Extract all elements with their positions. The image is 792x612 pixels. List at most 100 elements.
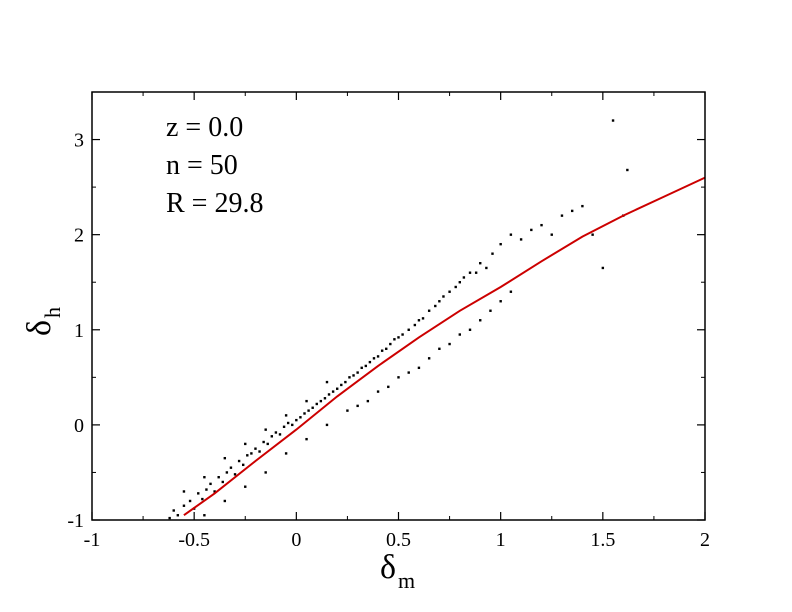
data-point bbox=[325, 380, 329, 384]
data-point bbox=[581, 204, 584, 208]
data-point bbox=[387, 385, 390, 389]
data-point bbox=[223, 456, 227, 460]
data-point bbox=[417, 366, 421, 370]
data-point bbox=[458, 333, 461, 336]
data-point bbox=[489, 309, 492, 312]
data-point bbox=[372, 357, 376, 360]
data-point bbox=[397, 336, 400, 339]
y-axis-label-subscript: h bbox=[40, 307, 65, 318]
data-point bbox=[246, 454, 249, 457]
data-point bbox=[397, 376, 400, 379]
data-point bbox=[274, 431, 278, 434]
data-point bbox=[315, 402, 318, 406]
data-point bbox=[348, 376, 351, 379]
data-point bbox=[244, 442, 247, 446]
data-points bbox=[168, 119, 629, 520]
data-point bbox=[264, 471, 267, 474]
data-point bbox=[217, 476, 220, 479]
data-point bbox=[172, 509, 175, 512]
x-axis-ticks: -1 -0.5 0 0.5 1 1.5 2 bbox=[84, 92, 710, 551]
data-point bbox=[376, 355, 380, 358]
data-point bbox=[499, 242, 502, 246]
data-point bbox=[393, 338, 396, 341]
data-point bbox=[389, 342, 392, 346]
data-point bbox=[448, 290, 451, 293]
data-point bbox=[188, 499, 192, 503]
data-point bbox=[360, 366, 363, 370]
data-point bbox=[182, 504, 186, 507]
data-point bbox=[225, 471, 229, 474]
data-point bbox=[509, 233, 513, 236]
data-point bbox=[458, 281, 461, 284]
y-axis-ticks: -1 0 1 2 3 bbox=[67, 130, 705, 532]
data-point bbox=[491, 252, 494, 255]
x-tick-label: 2 bbox=[700, 529, 710, 551]
data-point bbox=[368, 360, 372, 364]
fit-line bbox=[183, 176, 706, 517]
data-point bbox=[499, 300, 502, 303]
data-point bbox=[197, 492, 200, 495]
data-point bbox=[601, 266, 605, 270]
data-point bbox=[327, 393, 331, 396]
x-tick-label: 0.5 bbox=[386, 529, 411, 551]
y-axis-label-symbol: δ bbox=[21, 320, 58, 336]
data-point bbox=[591, 233, 594, 236]
x-tick-label: 1 bbox=[496, 529, 506, 551]
data-point bbox=[434, 304, 437, 308]
data-point bbox=[530, 228, 533, 232]
data-point bbox=[438, 300, 441, 303]
data-point bbox=[366, 399, 370, 403]
data-point bbox=[417, 319, 421, 322]
data-point bbox=[250, 452, 253, 455]
data-point bbox=[305, 399, 308, 403]
y-tick-label: -1 bbox=[67, 510, 84, 532]
y-tick-label: 0 bbox=[74, 415, 84, 437]
data-point bbox=[284, 452, 288, 455]
data-point bbox=[254, 447, 257, 450]
y-axis-label: δ h bbox=[21, 307, 65, 336]
data-point bbox=[229, 466, 233, 469]
data-point bbox=[462, 276, 466, 279]
data-point bbox=[509, 290, 513, 293]
x-tick-label: 1.5 bbox=[590, 529, 615, 551]
data-point bbox=[223, 499, 227, 503]
data-point bbox=[242, 463, 245, 467]
data-point bbox=[311, 406, 314, 409]
data-point bbox=[380, 349, 384, 352]
y-tick-label: 1 bbox=[74, 320, 84, 342]
data-point bbox=[262, 440, 265, 444]
x-axis-label-subscript: m bbox=[398, 568, 415, 593]
data-point bbox=[376, 390, 380, 393]
data-point bbox=[346, 409, 349, 412]
data-point bbox=[201, 497, 204, 501]
data-point bbox=[356, 404, 359, 408]
data-point bbox=[519, 238, 523, 241]
data-point bbox=[305, 437, 308, 441]
data-point bbox=[427, 309, 431, 312]
data-point bbox=[427, 357, 431, 360]
data-point bbox=[485, 266, 488, 270]
data-point bbox=[474, 271, 478, 274]
data-point bbox=[282, 425, 286, 428]
data-point bbox=[266, 442, 269, 446]
data-point bbox=[325, 423, 329, 427]
data-point bbox=[168, 516, 171, 520]
data-point bbox=[560, 214, 564, 217]
data-point bbox=[413, 323, 417, 327]
data-point bbox=[479, 319, 482, 322]
data-point bbox=[258, 450, 261, 453]
data-point bbox=[352, 374, 355, 377]
y-tick-label: 3 bbox=[74, 130, 84, 152]
data-point bbox=[270, 435, 274, 438]
data-point bbox=[442, 295, 445, 298]
data-point bbox=[203, 514, 206, 517]
data-point bbox=[401, 333, 404, 336]
annotation-n: n = 50 bbox=[166, 150, 238, 181]
data-point bbox=[344, 380, 347, 384]
data-point bbox=[299, 416, 302, 419]
data-point bbox=[205, 488, 208, 491]
x-tick-label: -1 bbox=[84, 529, 101, 551]
data-point bbox=[340, 383, 343, 387]
data-point bbox=[331, 390, 335, 393]
